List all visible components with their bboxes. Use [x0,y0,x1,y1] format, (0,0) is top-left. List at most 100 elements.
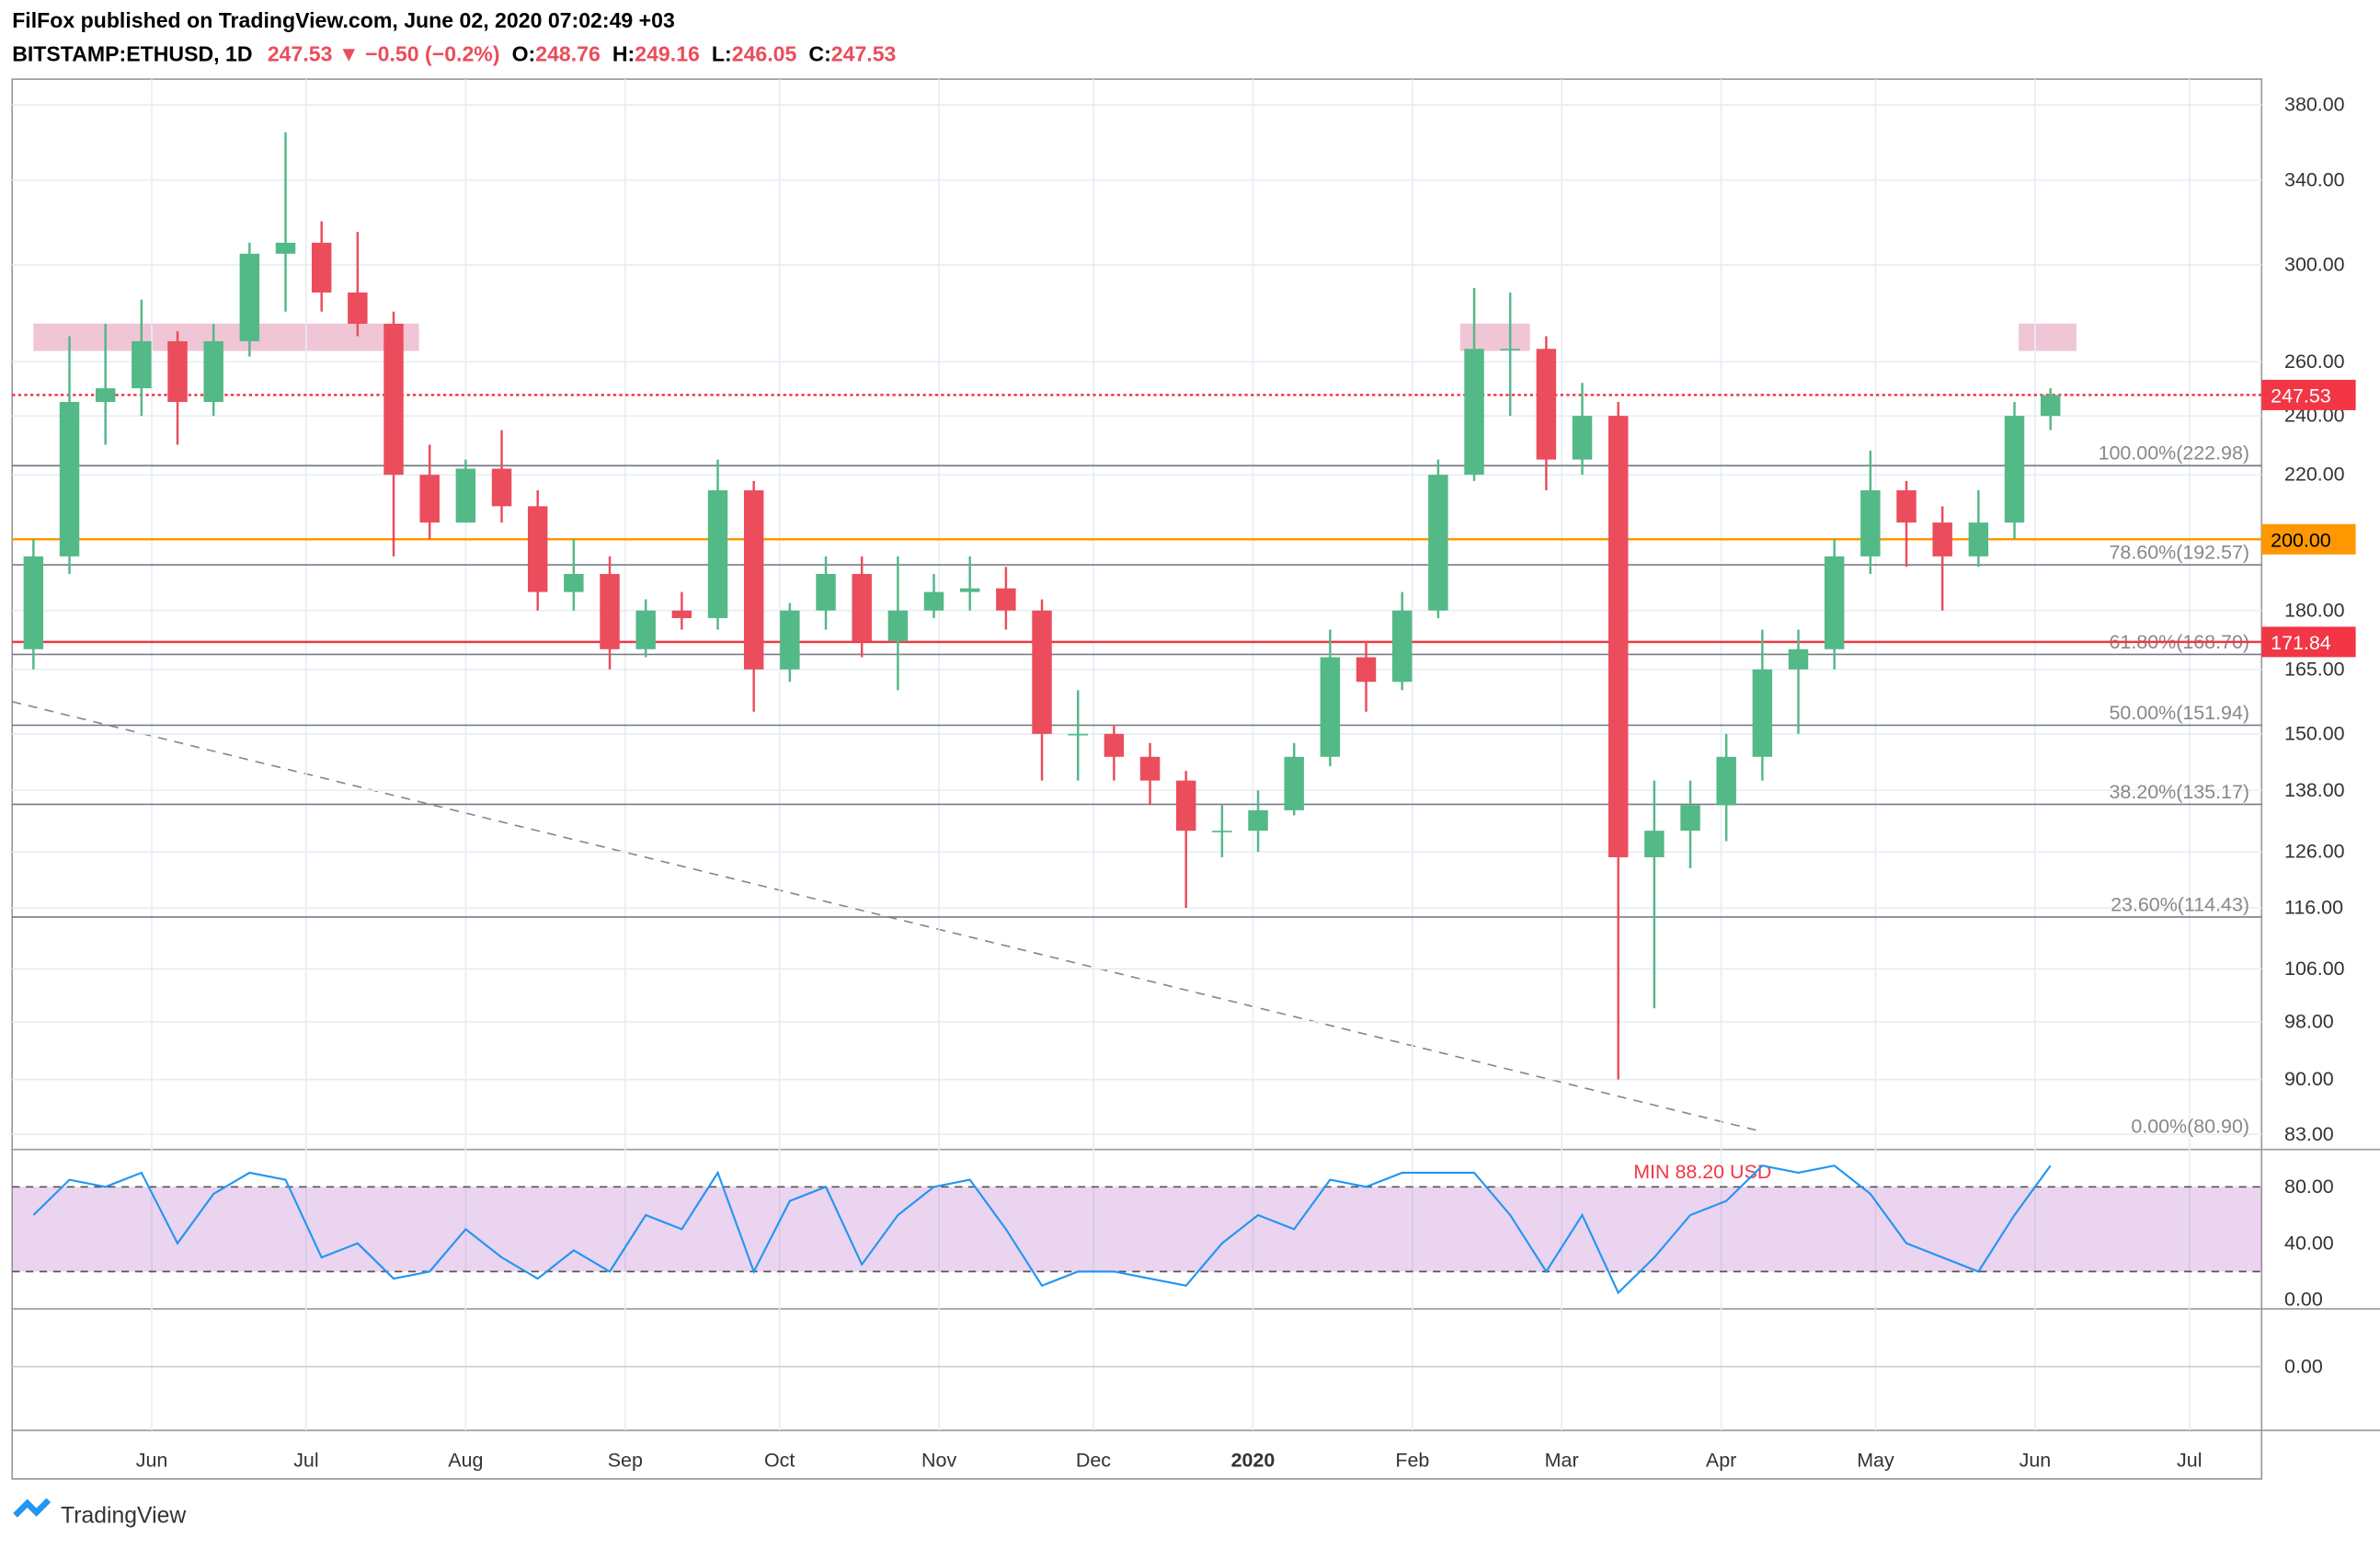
candle-body [95,388,116,402]
x-tick-label: Sep [608,1450,643,1472]
y-tick-label: 138.00 [2284,779,2345,801]
resistance-zone [33,323,419,351]
candle-body [1680,805,1700,832]
candle-body [1032,610,1052,734]
h-label: H: [612,41,635,65]
price-tag-label: 171.84 [2271,632,2331,654]
candle-body [1860,490,1881,556]
y-tick-label: 116.00 [2284,897,2343,919]
candle-body [1608,416,1629,857]
h-value: 249.16 [635,41,700,65]
candle-body [419,475,440,523]
y-tick-label: 260.00 [2284,350,2345,373]
c-value: 247.53 [831,41,897,65]
x-tick-label: Jun [2020,1450,2052,1472]
y-tick-label: 180.00 [2284,599,2345,621]
candle-body [1320,657,1341,757]
candle-body [1536,349,1557,460]
candle-body [1104,733,1125,757]
x-tick-label: Oct [764,1450,795,1472]
candle-body [1464,349,1484,476]
candle-body [491,468,512,507]
candle-body [743,490,764,670]
candle-body [527,506,548,592]
y-tick-label: 126.00 [2284,841,2345,863]
rsi-tick-label: 40.00 [2284,1232,2334,1254]
y-tick-label: 98.00 [2284,1011,2334,1033]
fib-label: 38.20%(135.17) [2109,781,2249,803]
candle-body [780,610,800,670]
price-tag-label: 200.00 [2271,530,2331,552]
y-tick-label: 150.00 [2284,722,2345,744]
l-label: L: [712,41,732,65]
x-tick-label: Nov [921,1450,956,1472]
candle-body [1752,669,1773,757]
candle-body [348,293,368,325]
candle-body [635,610,656,649]
fib-label: 0.00%(80.90) [2131,1116,2249,1138]
candle-body [1356,657,1377,683]
candle-body [959,588,980,592]
candle-body [1824,556,1845,649]
candle-body [923,591,944,611]
candle-body [23,556,44,649]
x-tick-label: Jun [136,1450,168,1472]
logo [13,1497,51,1518]
candle-body [1248,809,1268,832]
rsi-tick-label: 80.00 [2284,1176,2334,1198]
candle-body [564,573,584,592]
l-value: 246.05 [732,41,797,65]
rsi-line [32,1165,2052,1295]
x-tick-label: Mar [1545,1450,1579,1472]
candle-body [1716,756,1736,806]
candle-body [1572,416,1593,460]
macd-tick-label: 0.00 [2284,1355,2323,1377]
last: 247.53 [268,41,333,65]
symbol: BITSTAMP:ETHUSD, 1D [12,41,252,65]
y-tick-label: 106.00 [2284,958,2345,980]
candle-body [1896,490,1917,523]
candle-body [59,401,80,556]
price-tag [2261,523,2356,555]
x-tick-label: Dec [1076,1450,1111,1472]
candle-body [203,340,223,402]
candle-body [1139,756,1161,781]
o-value: 248.76 [535,41,601,65]
candle-body [1788,648,1809,670]
publisher: FilFox published on TradingView.com, Jun… [12,8,675,32]
candle-body [1284,756,1304,810]
resistance-zone [1459,323,1530,351]
price-tag [2261,626,2356,658]
fib-label: 100.00%(222.98) [2099,442,2249,465]
candle-body [2004,416,2025,523]
candle-body [707,490,728,618]
candle-body [600,573,620,649]
y-tick-label: 165.00 [2284,658,2345,680]
fib-label: 23.60%(114.43) [2111,893,2249,915]
x-tick-label: Jul [293,1450,318,1472]
x-tick-label: Feb [1395,1450,1429,1472]
y-tick-label: 90.00 [2284,1068,2334,1090]
candle-body [1500,349,1520,350]
arrow: ▼ [338,41,360,65]
candle-body [1212,831,1232,832]
candle-body [1644,831,1665,857]
fib-label: 50.00%(151.94) [2109,702,2249,724]
candle-body [311,242,332,293]
symbol-line: BITSTAMP:ETHUSD, 1D 247.53 ▼ −0.50 (−0.2… [12,41,896,65]
y-tick-label: 83.00 [2284,1123,2334,1145]
candle-body [1391,610,1413,683]
c-label: C: [808,41,830,65]
candle-body [2040,395,2061,417]
brand: TradingView [61,1504,186,1529]
candle-body [996,588,1016,611]
candle-body [1428,475,1448,611]
x-tick-label: May [1857,1450,1894,1472]
y-tick-label: 300.00 [2284,254,2345,276]
candle-body [671,610,692,618]
candle-body [455,468,476,523]
candle-body [852,573,872,642]
